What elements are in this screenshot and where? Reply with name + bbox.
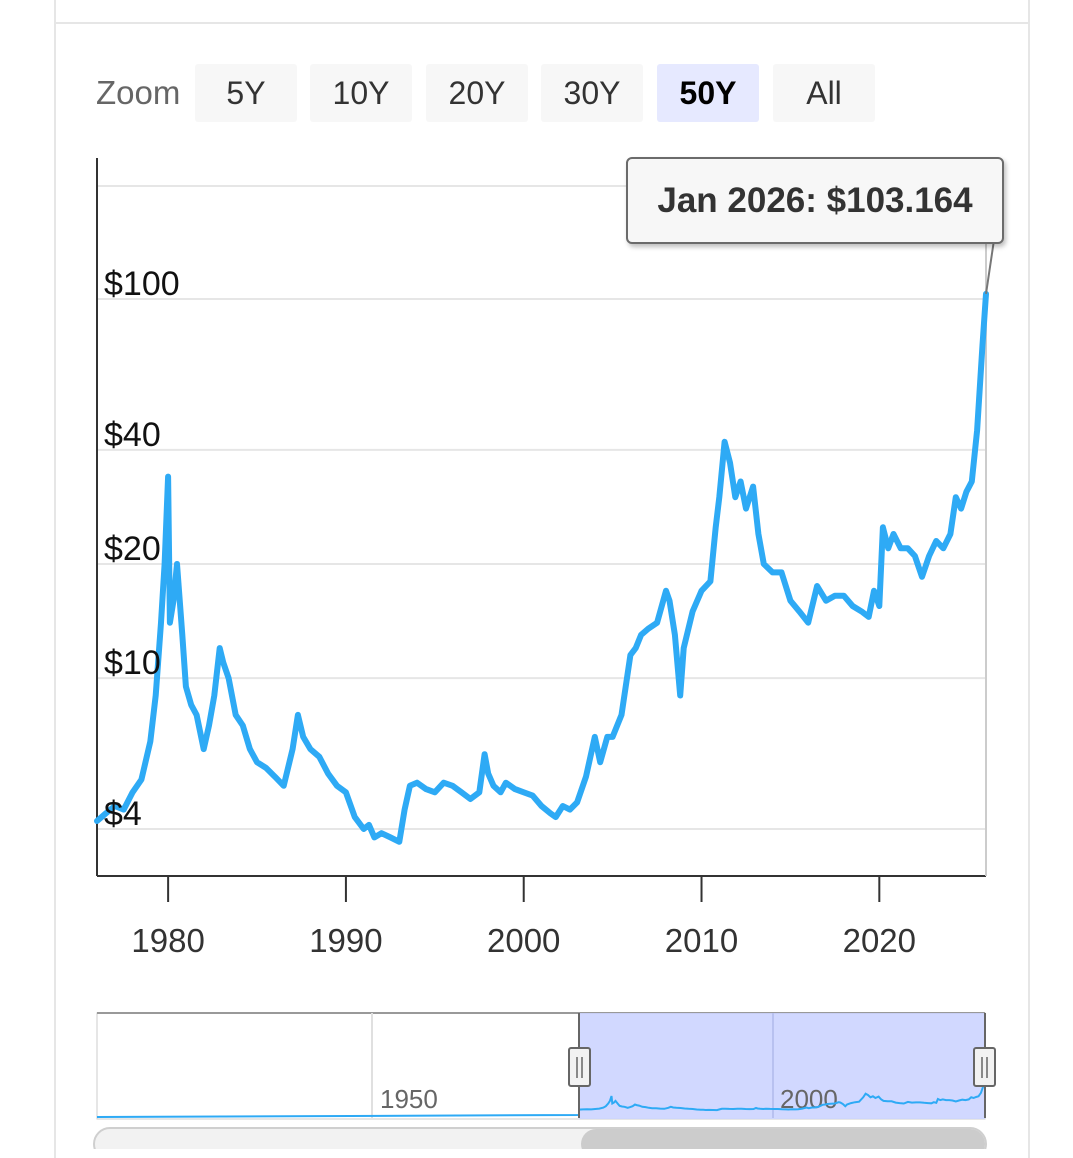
y-tick-label: $10 [104, 644, 161, 682]
navigator-label-1950: 1950 [380, 1084, 438, 1114]
y-tick-label: $40 [104, 416, 161, 454]
tooltip: Jan 2026: $103.164 [626, 157, 1004, 244]
y-tick-label: $100 [104, 265, 180, 303]
navigator-left-handle[interactable] [568, 1047, 591, 1087]
zoom-all-button[interactable]: All [773, 64, 875, 122]
navigator-series-line [96, 1080, 986, 1118]
x-tick-label: 1980 [131, 922, 204, 959]
zoom-20y-button[interactable]: 20Y [426, 64, 528, 122]
grid-lines [97, 185, 986, 830]
zoom-label: Zoom [96, 74, 181, 111]
tooltip-connector [985, 239, 995, 295]
navigator-selection[interactable] [579, 1013, 985, 1119]
x-tick-label: 2020 [843, 922, 916, 959]
x-tick-label: 2010 [665, 922, 738, 959]
y-tick-label: $20 [104, 530, 161, 568]
y-axis-labels: $4 $10 $20 $40 $100 [104, 265, 180, 833]
x-tick-label: 1990 [309, 922, 382, 959]
zoom-50y-button[interactable]: 50Y [657, 64, 759, 122]
zoom-5y-button[interactable]: 5Y [195, 64, 297, 122]
x-axis-ticks: 1980 1990 2000 2010 2020 [131, 876, 916, 959]
price-series-line[interactable] [94, 290, 989, 845]
y-tick-label: $4 [104, 795, 142, 833]
navigator-right-handle[interactable] [973, 1047, 996, 1087]
zoom-30y-button[interactable]: 30Y [541, 64, 643, 122]
zoom-10y-button[interactable]: 10Y [310, 64, 412, 122]
x-tick-label: 2000 [487, 922, 560, 959]
card-divider [54, 22, 1028, 24]
scrollbar-thumb[interactable] [581, 1129, 985, 1149]
